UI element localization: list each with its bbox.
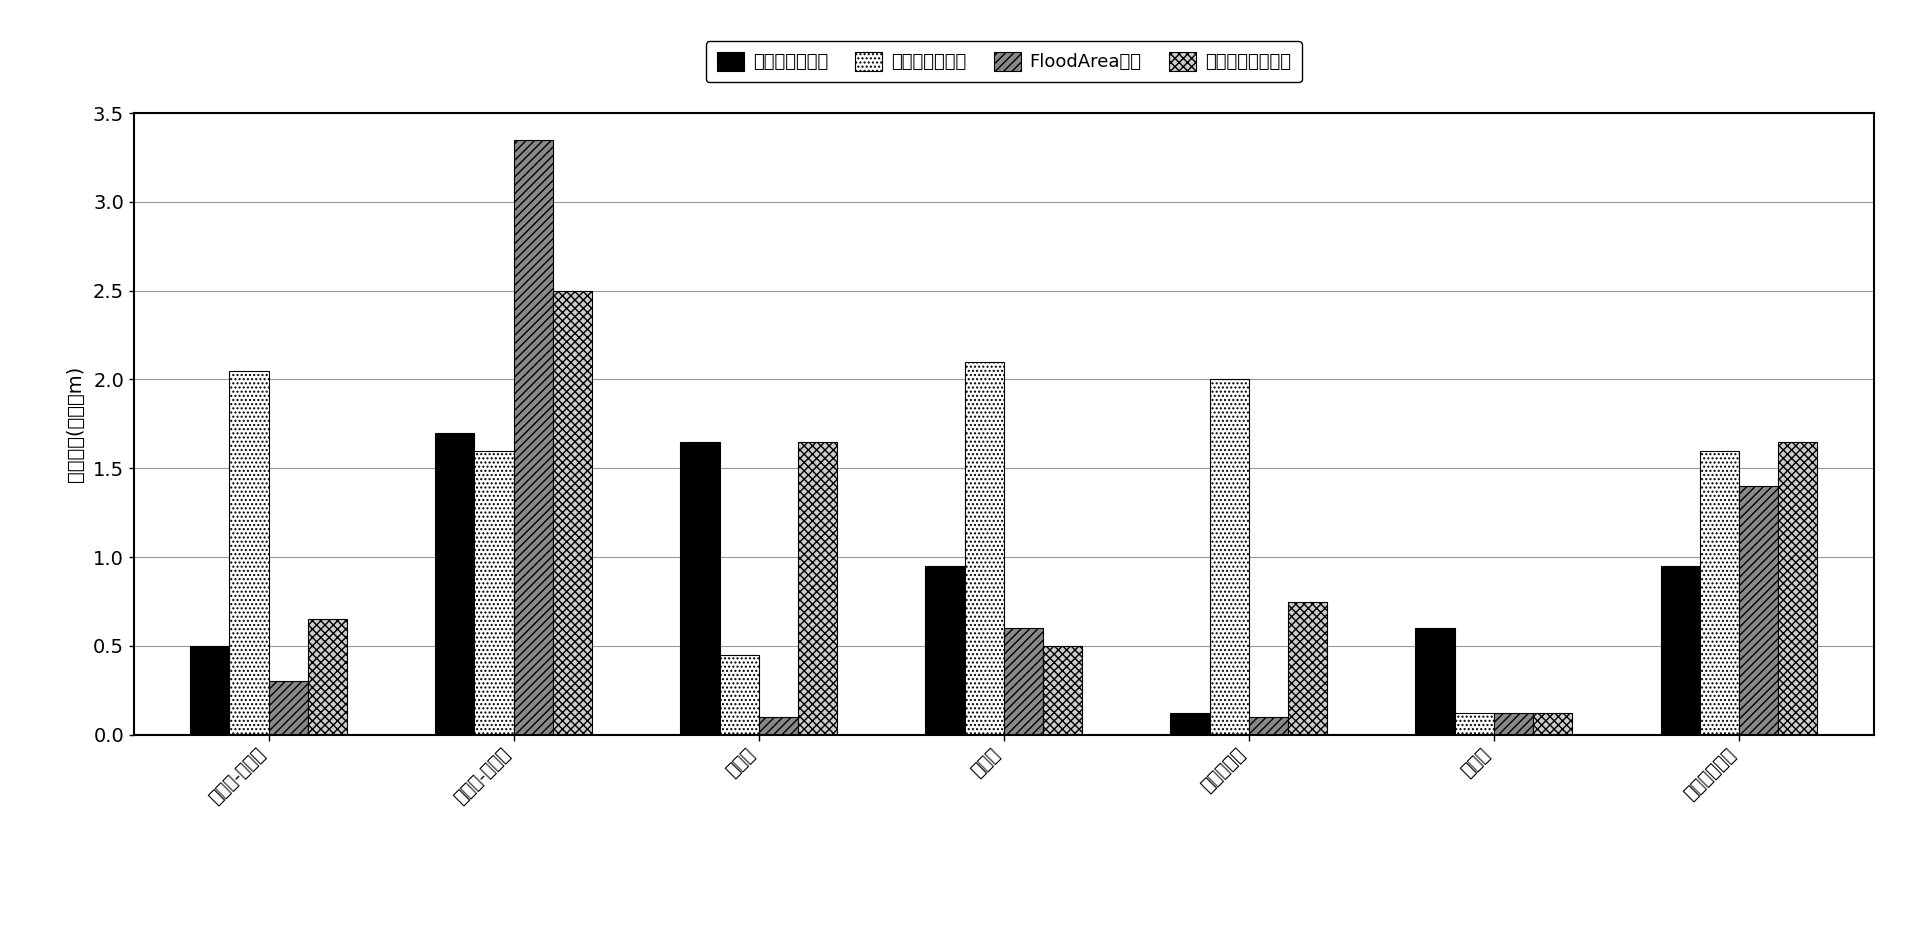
Bar [553,291,593,735]
Bar [925,566,964,735]
Bar [229,370,268,735]
Bar [1044,646,1082,735]
Y-axis label: 淡没水深(单位：m): 淡没水深(单位：m) [65,365,84,482]
Bar [681,442,719,735]
Bar [514,139,553,735]
Bar [436,432,474,735]
Bar [1289,602,1327,735]
Bar [308,619,348,735]
Bar [268,681,308,735]
Bar [1415,628,1455,735]
Bar [1170,713,1210,735]
Bar [719,655,759,735]
Bar [189,646,229,735]
Bar [1210,380,1249,735]
Bar [1455,713,1493,735]
Bar [1778,442,1818,735]
Bar [1004,628,1044,735]
Bar [1700,450,1740,735]
Bar [759,717,797,735]
Bar [1533,713,1572,735]
Bar [1740,486,1778,735]
Bar [474,450,514,735]
Bar [964,362,1004,735]
Bar [1660,566,1700,735]
Bar [1249,717,1289,735]
Bar [797,442,837,735]
Legend: 受灾点实际水深, 均一化迭代模拟, FloodArea模拟, 双层异步迭代模拟: 受灾点实际水深, 均一化迭代模拟, FloodArea模拟, 双层异步迭代模拟 [706,41,1302,82]
Bar [1493,713,1533,735]
